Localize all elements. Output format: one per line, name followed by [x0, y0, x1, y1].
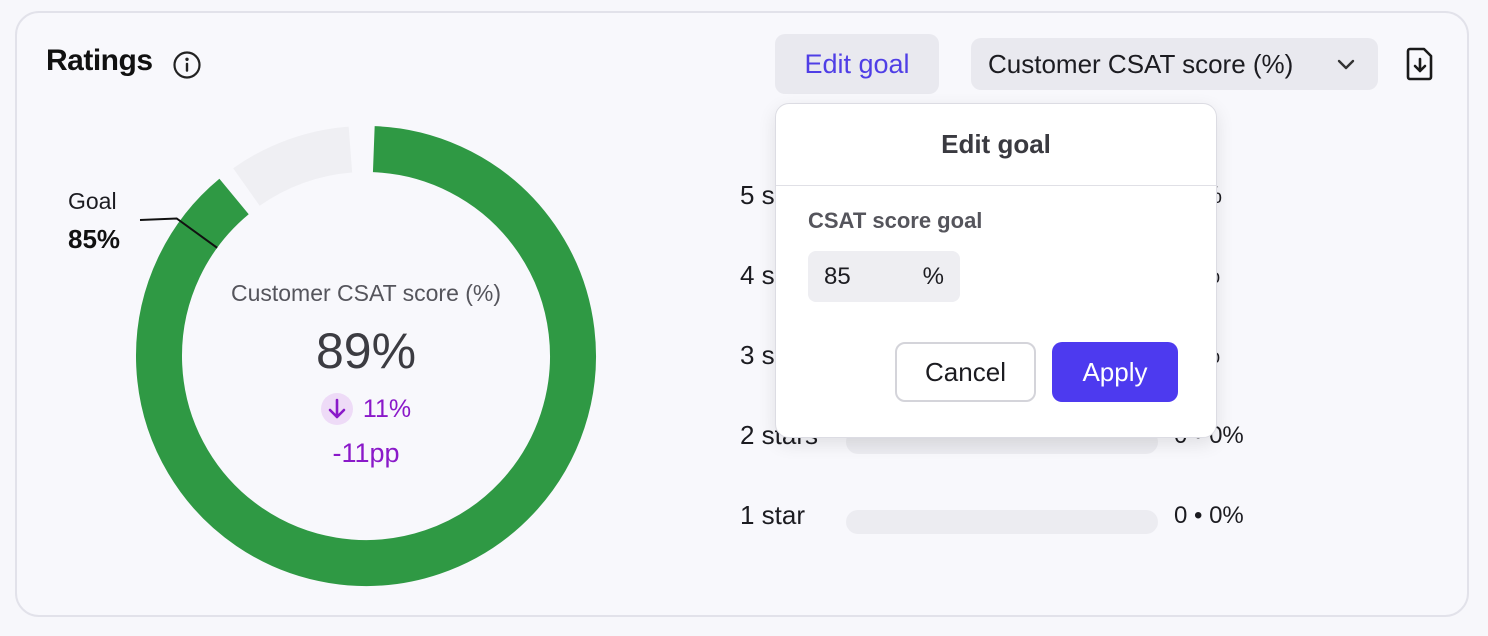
donut-caption: Customer CSAT score (%)	[230, 280, 502, 306]
goal-label: Goal	[68, 188, 117, 214]
csat-donut-chart: Goal 85% Customer CSAT score (%) 89% 11%…	[0, 0, 700, 636]
goal-marker-line	[139, 217, 218, 249]
card-title: Ratings	[46, 44, 153, 77]
csat-goal-label: CSAT score goal	[808, 208, 983, 233]
delta-pp: -11pp	[332, 438, 400, 468]
apply-button[interactable]: Apply	[1052, 342, 1178, 402]
csat-goal-input-unit: %	[922, 262, 944, 290]
chevron-down-icon	[1337, 59, 1355, 70]
rating-label: 1 star	[740, 500, 806, 530]
rating-row: 1 star 0 • 0%	[740, 500, 1260, 540]
arrow-down-icon	[320, 393, 353, 425]
goal-value: 85%	[68, 224, 121, 254]
info-icon[interactable]	[172, 50, 202, 80]
donut-svg	[136, 126, 596, 586]
rating-count: 0 • 0%	[1174, 502, 1244, 529]
delta-percent: 11%	[362, 394, 412, 423]
rating-bar-track	[846, 510, 1158, 534]
donut-score-arc	[136, 126, 596, 586]
edit-goal-button[interactable]: Edit goal	[775, 34, 939, 94]
metric-select-value: Customer CSAT score (%)	[988, 48, 1294, 79]
metric-select[interactable]: Customer CSAT score (%)	[971, 38, 1378, 90]
edit-goal-popover: Edit goal CSAT score goal 85 % Cancel Ap…	[775, 103, 1217, 438]
donut-remainder-arc	[233, 126, 353, 207]
cancel-button[interactable]: Cancel	[895, 342, 1036, 402]
delta-row: 11%	[166, 393, 566, 425]
csat-goal-input-value: 85	[824, 262, 851, 290]
download-file-icon[interactable]	[1404, 46, 1436, 82]
csat-goal-input[interactable]: 85 %	[808, 251, 960, 302]
popover-title: Edit goal	[776, 104, 1216, 186]
donut-value: 89%	[315, 323, 417, 379]
